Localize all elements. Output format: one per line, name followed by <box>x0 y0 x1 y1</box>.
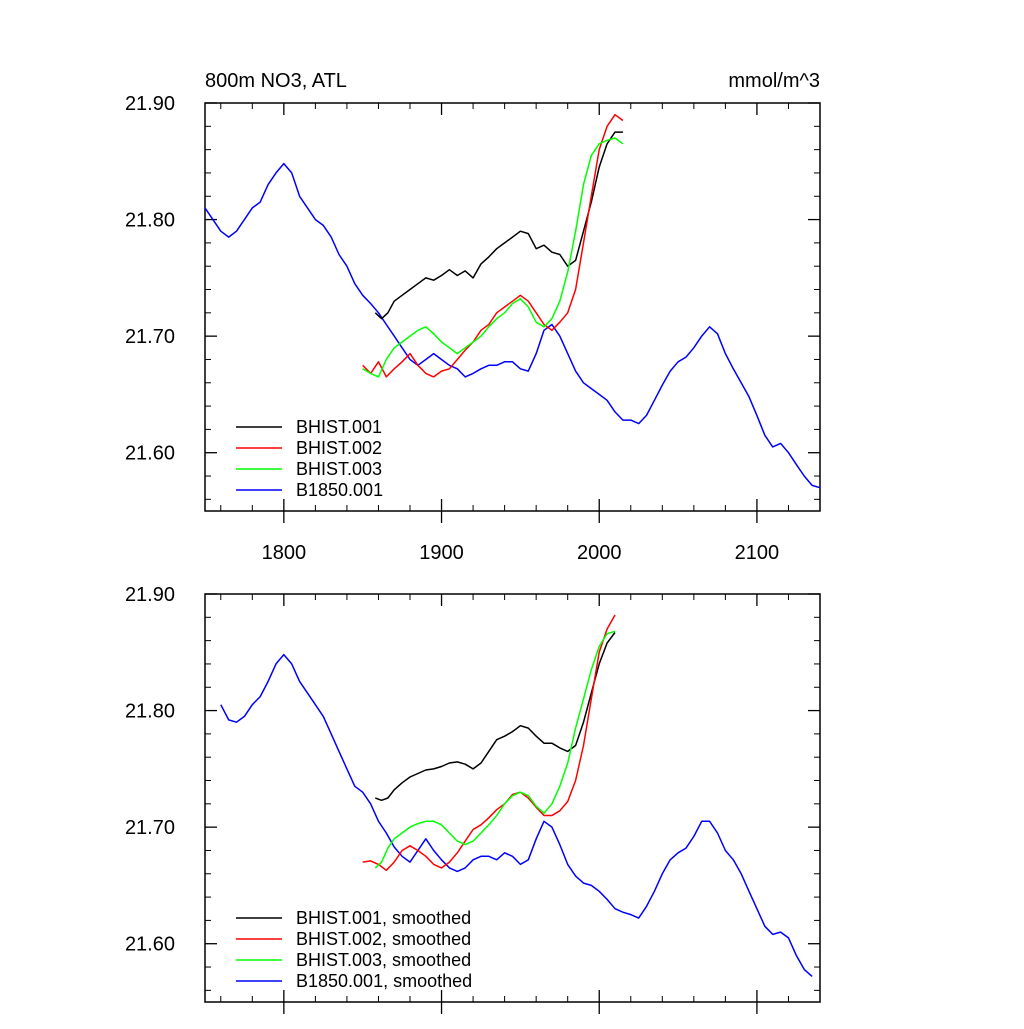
top-series-line-0 <box>374 131 623 320</box>
top-x-tick-label: 2000 <box>577 542 622 564</box>
top-legend-label: BHIST.003 <box>296 459 382 479</box>
top-series-line-3 <box>204 162 821 489</box>
top-chart-units: mmol/m^3 <box>728 70 820 92</box>
bottom-y-tick-label: 21.60 <box>125 934 175 956</box>
bottom-series-line-0 <box>375 632 616 802</box>
top-y-tick-label: 21.70 <box>125 326 175 348</box>
top-series-lines <box>204 113 821 489</box>
bottom-ticks: 21.60 21.70 21.80 21.90 <box>125 584 821 1014</box>
top-x-tick-label: 1900 <box>419 542 464 564</box>
top-y-tick-label: 21.60 <box>125 443 175 465</box>
top-x-tick-label: 2100 <box>735 542 780 564</box>
top-series-line-1 <box>362 113 624 378</box>
top-y-tick-label: 21.90 <box>125 93 175 115</box>
top-series-line-2 <box>362 137 624 378</box>
top-legend-label: B1850.001 <box>296 480 383 500</box>
bottom-legend-label: BHIST.002, smoothed <box>296 929 471 949</box>
bottom-y-tick-label: 21.70 <box>125 817 175 839</box>
bottom-series-line-1 <box>362 614 616 872</box>
bottom-legend-label: BHIST.001, smoothed <box>296 908 471 928</box>
bottom-series-line-3 <box>220 653 813 977</box>
bottom-y-tick-label: 21.90 <box>125 584 175 606</box>
top-legend-label: BHIST.002 <box>296 438 382 458</box>
bottom-series-lines <box>220 614 813 977</box>
bottom-panel: 21.60 21.70 21.80 21.90 BHIST.001, smoothed… <box>125 584 821 1014</box>
top-x-tick-label: 1800 <box>262 542 307 564</box>
top-legend-label: BHIST.001 <box>296 417 382 437</box>
top-chart-title: 800m NO3, ATL <box>205 70 347 92</box>
bottom-legend-label: B1850.001, smoothed <box>296 971 472 991</box>
top-y-tick-label: 21.80 <box>125 210 175 232</box>
bottom-series-line-2 <box>374 630 616 869</box>
top-panel: 800m NO3, ATL mmol/m^3 1800 1900 2000 2100 2… <box>125 70 821 564</box>
top-plot-frame <box>204 102 821 512</box>
bottom-plot-frame <box>204 593 821 1003</box>
top-ticks: 1800 1900 2000 2100 21.60 21.70 21.80 21.90 <box>125 93 821 564</box>
bottom-y-tick-label: 21.80 <box>125 701 175 723</box>
bottom-legend-label: BHIST.003, smoothed <box>296 950 471 970</box>
